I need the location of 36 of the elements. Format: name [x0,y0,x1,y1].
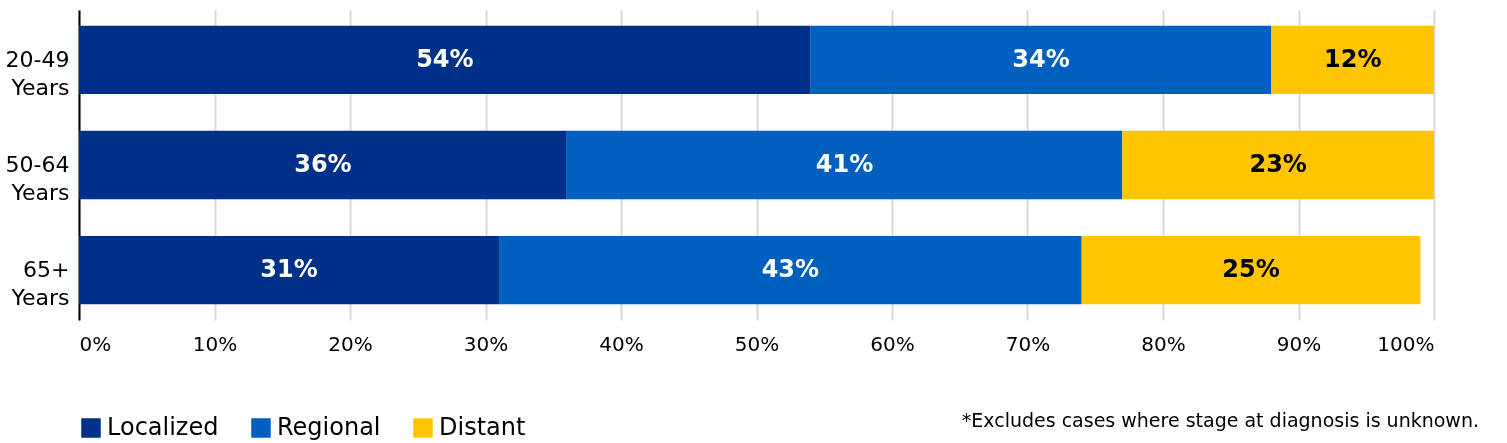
bar [1271,25,1434,95]
x-tick-label: 60% [870,331,915,356]
x-tick-label: 80% [1141,331,1186,356]
bar [810,25,1272,95]
x-tick-label: 40% [599,331,644,356]
legend-label: Regional [277,413,381,441]
text: 41% [815,150,874,178]
y-tick-label: 50-64 Years [5,152,70,205]
text: 54% [416,44,474,73]
y-tick-label: 20-49 Years [5,46,70,100]
bar [499,235,1082,305]
bar [79,235,500,305]
x-tick-label: 100% [1377,331,1435,356]
legend-label: Localized [107,413,219,441]
text: 43% [761,255,820,284]
text: 12% [1323,44,1382,73]
text: 31% [260,255,318,284]
text: 34% [1012,44,1070,73]
text: 23% [1249,150,1307,178]
bar [566,130,1123,200]
bar [1122,130,1434,200]
x-tick-label: 0% [79,331,112,356]
x-tick-label: 70% [1005,331,1051,356]
text: 25% [1222,255,1280,284]
x-tick-label: 30% [463,331,509,356]
bar [1081,235,1421,305]
text: 36% [294,150,352,178]
bar [79,130,567,200]
text: *Excludes cases where stage at diagnosis is unknown. [961,409,1479,431]
x-tick-label: 20% [328,331,373,356]
legend-label: Distant [439,413,526,441]
y-tick-label: 65+ Years [10,257,70,311]
bar [79,25,811,95]
x-tick-label: 10% [192,331,238,356]
x-tick-label: 50% [734,331,780,356]
x-tick-label: 90% [1276,331,1322,356]
